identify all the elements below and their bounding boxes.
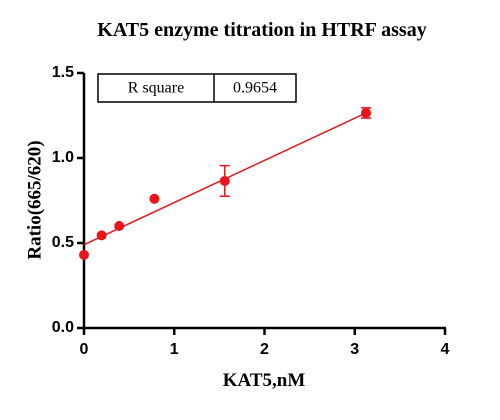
stats-table <box>97 73 297 103</box>
table-value: 0.9654 <box>233 80 277 97</box>
chart-title: KAT5 enzyme titration in HTRF assay <box>97 19 426 41</box>
point <box>79 249 89 260</box>
y-tick-label: 0.0 <box>52 319 74 336</box>
x-tick-label: 2 <box>260 341 269 358</box>
x-axis-label: KAT5,nM <box>223 370 306 391</box>
point <box>361 107 372 118</box>
x-tick-label: 3 <box>350 341 359 358</box>
point <box>219 175 230 186</box>
point <box>96 230 107 241</box>
x-tick-label: 1 <box>170 341 179 358</box>
x-tick-label: 0 <box>80 341 89 358</box>
y-tick-label: 1.0 <box>52 149 74 166</box>
table-label: R square <box>128 80 184 97</box>
y-axis-label: Ratio(665/620) <box>24 140 45 259</box>
x-tick-label: 4 <box>441 341 450 358</box>
point <box>114 221 125 231</box>
point <box>149 193 160 204</box>
y-tick-label: 0.5 <box>52 234 74 251</box>
y-tick-label: 1.5 <box>52 64 74 81</box>
